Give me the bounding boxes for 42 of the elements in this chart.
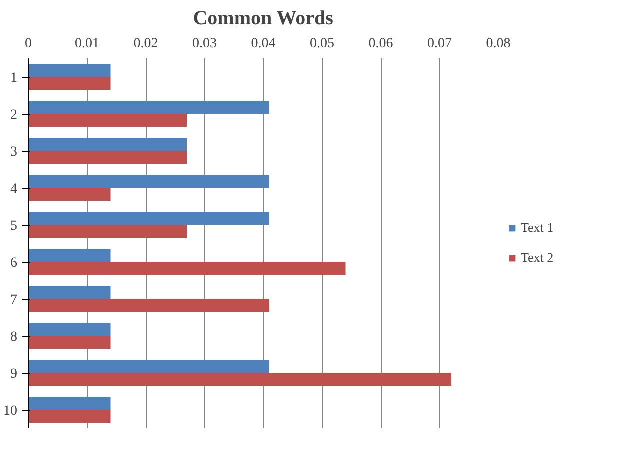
x-tick-label: 0.06 [368,36,394,52]
legend-label: Text 1 [521,220,554,236]
x-tick-label: 0.05 [310,36,334,52]
bar [28,114,188,127]
y-tick-label: 10 [4,404,18,419]
x-tick-label: 0.04 [251,36,276,52]
y-tick-label: 9 [10,367,18,382]
y-tick-label: 2 [10,108,18,123]
x-tick-label: 0.02 [134,36,158,52]
bar [28,188,111,201]
y-tick-label: 8 [10,330,18,345]
y-tick-label: 3 [10,145,18,160]
x-tick-label: 0.08 [486,36,511,52]
y-tick-label: 7 [10,293,18,308]
x-tick-label: 0 [25,36,32,52]
y-tick-label: 5 [10,219,18,234]
bar [28,101,270,114]
y-tick-label: 4 [10,182,18,197]
bar [28,299,270,312]
x-tick-label: 0.07 [428,36,452,52]
bar [28,77,111,90]
y-tick-label: 1 [10,71,18,86]
bar [28,212,270,225]
bar [28,138,188,151]
bar [28,175,270,188]
x-tick-label: 0.01 [75,36,100,52]
bar [28,397,111,410]
chart-title: Common Words [193,8,334,30]
bar [28,64,111,77]
x-tick-label: 0.03 [192,36,217,52]
bar [28,336,111,349]
bar [28,151,188,164]
bar [28,360,270,373]
bar [28,225,188,238]
y-tick-label: 6 [10,256,18,271]
bar [28,286,111,299]
bar [28,262,346,275]
legend-label: Text 2 [521,250,554,266]
bar [28,410,111,423]
bar [28,323,111,336]
bar [28,249,111,262]
bar [28,373,452,386]
